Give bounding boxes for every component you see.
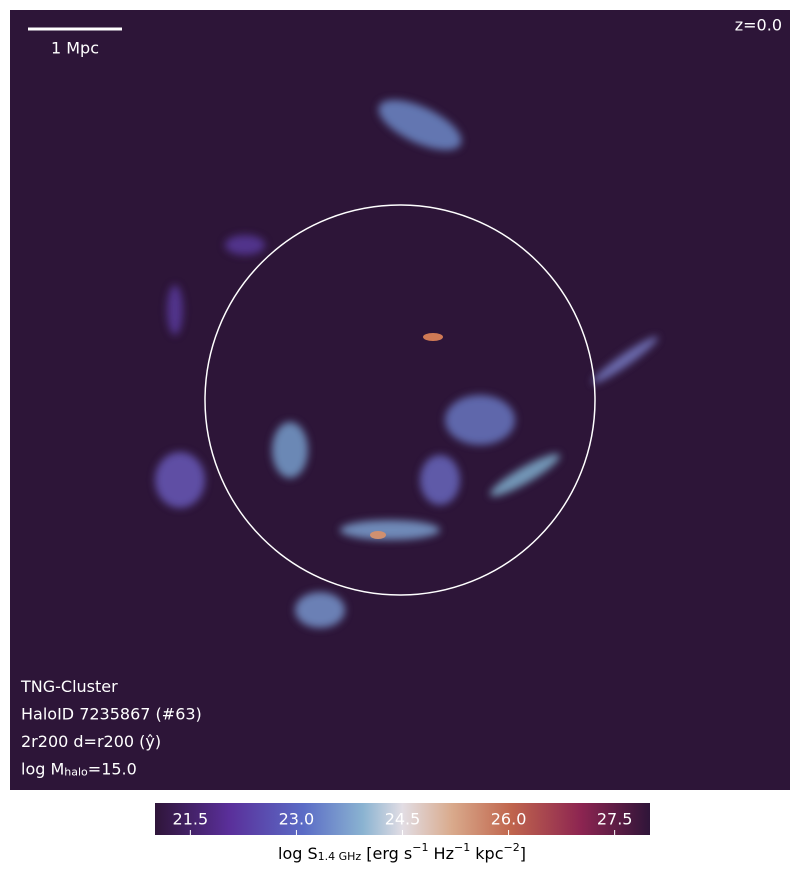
text-part: kpc [470,844,503,863]
colorbar-tick-label: 23.0 [279,810,315,829]
colorbar-tick-label: 26.0 [491,810,527,829]
script-text: −1 [412,841,428,854]
text-part: HaloID 7235867 (#63) [21,704,202,723]
text-part: TNG-Cluster [20,677,118,696]
subscript: halo [64,766,88,779]
text-part: 2r200 d=r200 (ŷ) [21,732,161,751]
colorbar [155,803,650,835]
emission [155,99,658,628]
text-part: =15.0 [88,759,137,778]
colorbar-label: log S1.4 GHz [erg s−1 Hz−1 kpc−2] [278,841,526,863]
text-part: [erg s [361,844,412,863]
info: TNG-Cluster HaloID 7235867 (#63) 2r200 d=r… [20,677,202,779]
script-text: 1.4 GHz [318,850,362,863]
hotspot [423,333,443,341]
text-part: Hz [428,844,454,863]
script-text: −1 [454,841,470,854]
text-part: log S [278,844,318,863]
info-line: TNG-Cluster [20,677,118,696]
colorbar-tick-label: 27.5 [597,810,633,829]
map-panel [10,10,790,790]
info-line: HaloID 7235867 (#63) [21,704,202,723]
colorbar-tick-label: 24.5 [385,810,421,829]
r200-circle [204,204,596,596]
scale-label: 1 Mpc [51,39,99,58]
info-line: log Mhalo=15.0 [21,759,137,779]
info-line: 2r200 d=r200 (ŷ) [21,732,161,751]
hotspot [370,531,386,539]
text-part: log M [21,759,64,778]
redshift: z=0.0 [735,16,782,35]
colorbar-tick-label: 21.5 [173,810,209,829]
script-text: −2 [504,841,520,854]
text-part: ] [520,844,526,863]
colorbar-ticks: 21.5 23.0 24.5 26.0 27.5 [173,810,633,835]
